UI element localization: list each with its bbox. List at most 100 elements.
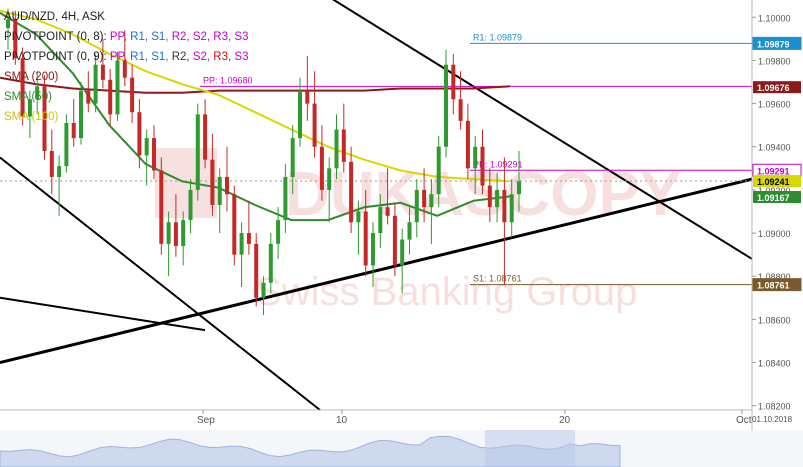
price-tag-box xyxy=(753,191,801,204)
candle-body xyxy=(217,176,222,205)
candle-body xyxy=(305,90,310,104)
legend-pivot-9-pp: PP, xyxy=(109,51,127,63)
candle-body xyxy=(203,114,208,160)
candle-body xyxy=(173,222,178,246)
legend-symbol: AUD/NZD, 4H, ASK xyxy=(4,11,105,23)
legend-pivot-8-s3: S3 xyxy=(234,31,249,43)
candle-body xyxy=(429,194,434,208)
candle-body xyxy=(319,146,324,190)
y-tick-label: 1.09200 xyxy=(758,186,791,196)
candle-body xyxy=(64,123,69,167)
candle-body xyxy=(152,138,156,171)
candle-body xyxy=(144,138,149,156)
legend-pivot-9-r1: R1, xyxy=(130,51,149,63)
candle-body xyxy=(181,220,186,246)
y-tick-label: 1.08600 xyxy=(758,315,791,325)
candle-body xyxy=(356,211,361,223)
candle-body xyxy=(290,138,295,177)
candle-body xyxy=(298,90,302,139)
candle-body xyxy=(327,168,332,190)
legend-pivot-8: PIVOTPOINT (0, 8): PP, R1, S1, R2, S2, R… xyxy=(4,27,248,47)
y-tick-label: 1.08800 xyxy=(758,272,791,282)
navigator-strip[interactable] xyxy=(0,430,803,467)
legend-pivot-8-name: PIVOTPOINT (0, 8): xyxy=(4,31,107,43)
candle-body xyxy=(283,176,288,221)
candle-body xyxy=(6,19,10,29)
candle-body xyxy=(108,79,113,115)
candle-body xyxy=(458,99,463,121)
candle-body xyxy=(363,211,368,266)
y-tick-label: 1.09400 xyxy=(758,143,791,153)
candle-body xyxy=(225,176,229,195)
trendline xyxy=(0,156,321,411)
legend-pivot-8-r1: R1, xyxy=(130,31,149,43)
pivot-level-label: S1: 1.08761 xyxy=(473,274,522,284)
candles xyxy=(6,8,521,316)
candle-body xyxy=(495,189,500,208)
legend-pivot-9-r3: R3, xyxy=(213,51,232,63)
trendlines[interactable] xyxy=(0,0,753,411)
candle-body xyxy=(20,58,25,117)
price-tag-label: 1.09167 xyxy=(757,193,790,203)
price-tag-label: 1.09879 xyxy=(757,39,790,49)
candle-body xyxy=(79,90,83,139)
legend-pivot-9-s2: S2, xyxy=(192,51,211,63)
legend-pivot-8-s2: S2, xyxy=(192,31,211,43)
price-tag-label: 1.09291 xyxy=(757,166,790,176)
candle-body xyxy=(210,159,215,205)
candle-body xyxy=(517,181,521,195)
legend-pivot-8-r3: R3, xyxy=(213,31,232,43)
legend-pivot-9-s3: S3 xyxy=(234,51,249,63)
y-tick-label: 1.08200 xyxy=(758,402,791,412)
candle-body xyxy=(407,222,412,240)
candle-body xyxy=(232,194,237,255)
x-tick-label: Oct xyxy=(736,415,752,426)
trendline xyxy=(332,0,753,260)
trendline xyxy=(0,296,206,332)
price-axis: 1.10000 1.09800 1.09600 1.09400 1.09200 1.090… xyxy=(751,0,802,430)
candle-body xyxy=(276,220,281,244)
candle-body xyxy=(473,146,478,169)
candle-body xyxy=(195,114,200,190)
candle-body xyxy=(57,166,62,177)
candle-body xyxy=(268,243,273,283)
candle-body xyxy=(312,103,317,147)
candle-body xyxy=(100,64,105,80)
trendline xyxy=(0,177,753,364)
date-stamp: 01.10.2018 xyxy=(752,415,793,424)
candle-body xyxy=(246,233,251,244)
candle-body xyxy=(414,189,419,223)
candle-body xyxy=(385,207,390,216)
pivot-levels: R1: 1.09879 PP: 1.09680 PP: 1.09291 S1: 1.0… xyxy=(0,32,752,286)
pivot-level-label: PP: 1.09680 xyxy=(203,75,253,85)
legend-pivot-8-pp: PP, xyxy=(109,31,127,43)
legend-pivot-9-s1: S1, xyxy=(151,51,169,63)
legend-sma-200: SMA (200) xyxy=(4,71,59,83)
candle-body xyxy=(239,233,244,255)
pivot-level-label: PP: 1.09291 xyxy=(473,159,523,169)
candle-body xyxy=(487,185,492,208)
price-tag-box xyxy=(753,81,801,94)
price-tag-label: 1.09676 xyxy=(757,83,790,93)
candle-body xyxy=(35,86,40,100)
legend-pivot-9-r2: R2, xyxy=(171,51,190,63)
price-tag-label: 1.08761 xyxy=(757,281,790,291)
candle-body xyxy=(166,222,171,244)
legend-sma-50: SMA (50) xyxy=(4,91,52,103)
candle-body xyxy=(371,233,375,266)
candle-body xyxy=(261,282,266,298)
sma-50-line xyxy=(0,12,511,222)
watermark-logo-block xyxy=(155,148,217,218)
candle-body xyxy=(49,151,54,177)
pivot-level-label: R1: 1.09879 xyxy=(473,32,522,42)
candle-body xyxy=(334,129,339,169)
candle-body xyxy=(392,215,397,266)
chart-legend: AUD/NZD, 4H, ASK PIVOTPOINT (0, 8): PP, … xyxy=(4,7,248,127)
candle-body xyxy=(341,129,346,162)
candle-body xyxy=(42,86,47,152)
candle-body xyxy=(159,170,164,244)
legend-sma-100: SMA (100) xyxy=(4,111,59,123)
y-tick-label: 1.09800 xyxy=(758,56,791,66)
candle-body xyxy=(115,60,120,115)
